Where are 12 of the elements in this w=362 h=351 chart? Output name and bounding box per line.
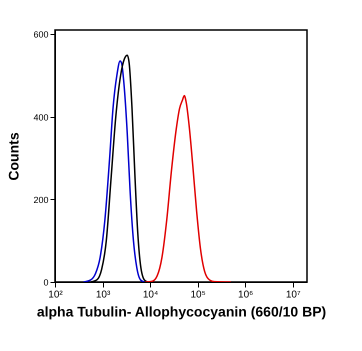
y-tick-label: 0 bbox=[43, 278, 48, 288]
x-tick-label: 10⁶ bbox=[238, 290, 254, 300]
x-tick-label: 10⁴ bbox=[142, 290, 158, 300]
x-tick-label: 10² bbox=[48, 290, 64, 300]
x-tick-label: 10⁷ bbox=[286, 290, 301, 300]
y-tick-label: 400 bbox=[33, 112, 48, 122]
y-tick-label: 200 bbox=[33, 194, 48, 205]
y-tick-label: 600 bbox=[33, 30, 48, 40]
y-axis-title: Counts bbox=[5, 132, 22, 181]
x-axis-title: alpha Tubulin- Allophycocyanin (660/10 BP) bbox=[36, 304, 326, 320]
x-tick-label: 10⁵ bbox=[190, 290, 206, 300]
x-tick-label: 10³ bbox=[96, 290, 111, 300]
